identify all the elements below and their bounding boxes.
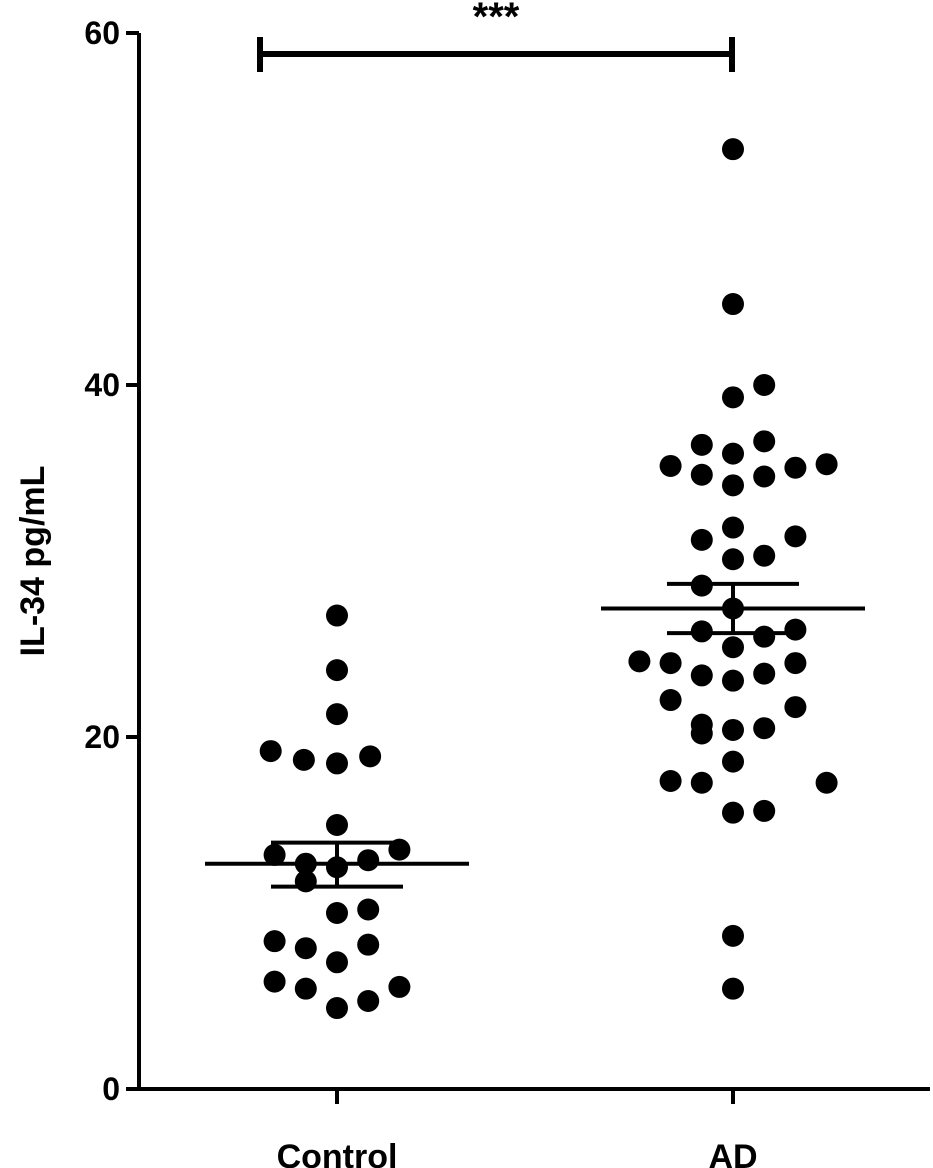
data-point xyxy=(784,652,807,675)
data-point xyxy=(753,625,776,648)
data-point xyxy=(722,516,744,539)
data-point xyxy=(259,740,282,763)
data-point xyxy=(722,442,744,465)
significance-bracket: *** xyxy=(257,0,735,72)
data-point xyxy=(784,618,807,641)
data-point xyxy=(388,975,411,998)
data-point xyxy=(815,771,838,794)
data-point xyxy=(326,814,348,836)
data-point xyxy=(292,748,315,771)
data-point xyxy=(753,544,776,567)
x-tick-label: Control xyxy=(277,1138,398,1168)
y-tick-label: 40 xyxy=(84,367,120,403)
data-point xyxy=(690,664,713,687)
data-point xyxy=(784,525,807,548)
data-point xyxy=(690,771,713,794)
data-point xyxy=(326,604,348,627)
data-point xyxy=(722,977,744,1000)
x-axis: Control AD xyxy=(137,1087,930,1168)
data-point xyxy=(357,898,380,921)
y-axis: 0 20 40 60 IL-34 pg/mL xyxy=(14,15,141,1107)
y-tick-label: 20 xyxy=(84,719,120,755)
data-point xyxy=(359,745,382,768)
data-point xyxy=(722,801,744,824)
data-point xyxy=(690,463,713,486)
data-point xyxy=(722,718,744,741)
data-point xyxy=(326,752,348,775)
data-point xyxy=(753,717,776,740)
data-point xyxy=(753,662,776,685)
data-point xyxy=(722,386,744,409)
data-points xyxy=(259,138,838,1020)
data-point xyxy=(815,453,838,476)
data-point xyxy=(326,997,348,1020)
x-ticks: Control AD xyxy=(277,1089,758,1168)
data-point xyxy=(659,652,682,675)
data-point xyxy=(357,849,380,872)
data-point xyxy=(357,933,380,956)
data-point xyxy=(690,433,713,456)
data-point xyxy=(326,951,348,974)
data-point xyxy=(294,977,317,1000)
mean-sem-bars xyxy=(205,581,865,889)
data-point xyxy=(722,293,744,316)
y-tick-label: 60 xyxy=(84,15,120,51)
data-point xyxy=(722,548,744,571)
data-point xyxy=(294,870,317,893)
data-point xyxy=(263,843,286,866)
data-point xyxy=(784,456,807,479)
data-point xyxy=(357,990,380,1012)
y-tick-label: 0 xyxy=(102,1071,120,1107)
data-point xyxy=(784,696,807,719)
y-axis-label: IL-34 pg/mL xyxy=(14,466,52,657)
y-ticks: 0 20 40 60 xyxy=(84,15,139,1107)
data-point xyxy=(263,930,286,953)
data-point xyxy=(722,636,744,659)
data-point xyxy=(690,722,713,745)
data-point xyxy=(753,465,776,488)
data-point xyxy=(753,799,776,822)
data-point xyxy=(722,924,744,947)
data-point xyxy=(753,374,776,396)
data-point xyxy=(326,902,348,924)
data-point xyxy=(722,750,744,773)
data-point xyxy=(690,528,713,551)
data-point xyxy=(722,669,744,692)
significance-label: *** xyxy=(473,0,520,39)
data-point xyxy=(294,937,317,960)
data-point xyxy=(659,770,682,792)
data-point xyxy=(628,650,651,673)
data-point xyxy=(326,703,348,726)
data-point xyxy=(753,430,776,453)
data-point xyxy=(326,659,348,682)
data-point xyxy=(659,454,682,477)
x-tick-label: AD xyxy=(708,1138,757,1168)
data-point xyxy=(263,970,286,993)
data-point xyxy=(722,474,744,497)
data-point xyxy=(722,138,744,161)
data-point xyxy=(659,689,682,712)
